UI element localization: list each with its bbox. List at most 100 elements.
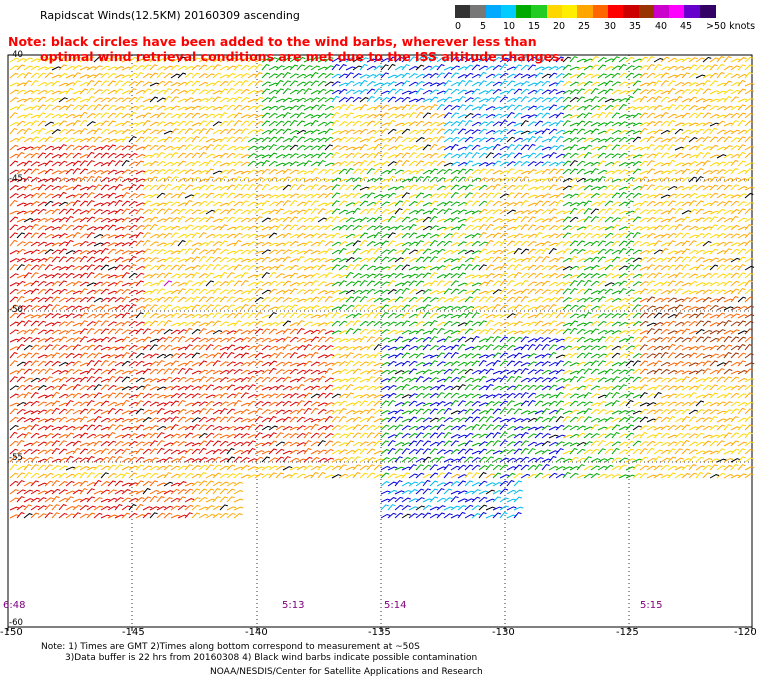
wind-barb [282,426,293,431]
wind-barb [100,241,111,247]
wind-barb [352,146,363,151]
wind-barb [156,344,166,351]
map-title: Rapidscat Winds(12.5KM) 20160309 ascendi… [40,9,300,22]
wind-barb [415,192,425,199]
wind-barb [212,113,222,119]
wind-barb [674,256,684,263]
wind-barb [674,169,685,175]
wind-barb [464,120,473,127]
wind-barb [317,104,326,111]
wind-barb [317,273,328,279]
wind-barb [485,306,496,311]
wind-barb [261,242,272,247]
wind-barb [527,256,536,263]
wind-barb [359,97,369,103]
wind-barb [492,241,502,247]
wind-barb [611,208,621,215]
wind-barb [177,202,188,207]
wind-barb [590,88,599,95]
wind-barb [114,264,124,271]
wind-barb [394,88,404,95]
wind-barb [254,360,264,367]
wind-barb [79,111,88,119]
wind-barb [471,58,482,63]
wind-barb [457,369,467,375]
wind-barb [345,233,356,239]
wind-barb [149,56,158,63]
wind-barb [163,232,173,239]
wind-barb [660,224,670,231]
wind-barb [415,81,425,87]
wind-barb [331,152,340,159]
wind-barb [534,112,544,119]
wind-barb [107,346,118,351]
wind-barb [44,322,55,327]
wind-barb [114,297,124,303]
wind-barb [415,266,426,271]
wind-barb [639,298,650,303]
wind-barb [324,336,334,343]
map-frame [7,54,753,628]
wind-barb [457,298,468,303]
wind-barb [135,265,146,271]
wind-barb [723,280,733,287]
wind-barb [485,378,496,383]
wind-barb [660,90,671,95]
wind-barb [268,367,277,375]
wind-barb [93,80,102,87]
wind-barb [247,394,258,399]
wind-barb [275,105,285,111]
wind-barb [429,385,440,391]
wind-barb [429,176,439,183]
wind-barb [121,272,130,279]
wind-barb [443,288,452,295]
wind-barb [324,136,334,143]
wind-barb [156,225,166,231]
wind-barb [723,306,734,311]
wind-barb [338,129,349,135]
wind-barb [415,209,425,215]
wind-barb [380,112,390,119]
wind-barb [730,153,741,159]
wind-barb [331,337,342,343]
wind-barb [331,192,340,199]
wind-barb [135,216,144,223]
wind-barb [401,104,410,111]
wind-barb [380,209,390,215]
wind-barb [415,289,426,295]
wind-barb [422,82,433,87]
wind-barb [121,208,130,215]
wind-barb [534,66,545,71]
wind-barb [709,330,720,335]
wind-barb [562,304,572,311]
wind-barb [548,96,558,103]
wind-barb [716,154,727,159]
wind-barb [149,425,159,431]
wind-barb [723,320,732,327]
wind-barb [254,265,265,271]
wind-barb [310,184,319,191]
wind-barb [555,210,566,215]
wind-barb [471,113,481,119]
wind-barb [625,122,636,127]
wind-barb [681,153,692,159]
wind-barb [72,337,82,343]
wind-barb [282,274,293,279]
wind-barb [716,296,726,303]
wind-barb [723,217,734,223]
wind-barb [527,152,537,159]
wind-barb [23,377,34,383]
wind-barb [478,305,489,311]
wind-barb [688,306,699,311]
wind-barb [352,416,362,423]
wind-barb [156,144,166,151]
wind-barb [93,376,103,383]
wind-barb [639,416,649,423]
wind-barb [408,137,418,143]
wind-barb [541,80,551,87]
wind-barb [303,58,314,63]
wind-barb [65,426,76,431]
wind-barb [317,313,328,319]
wind-barb [149,104,159,111]
wind-barb [254,424,264,431]
